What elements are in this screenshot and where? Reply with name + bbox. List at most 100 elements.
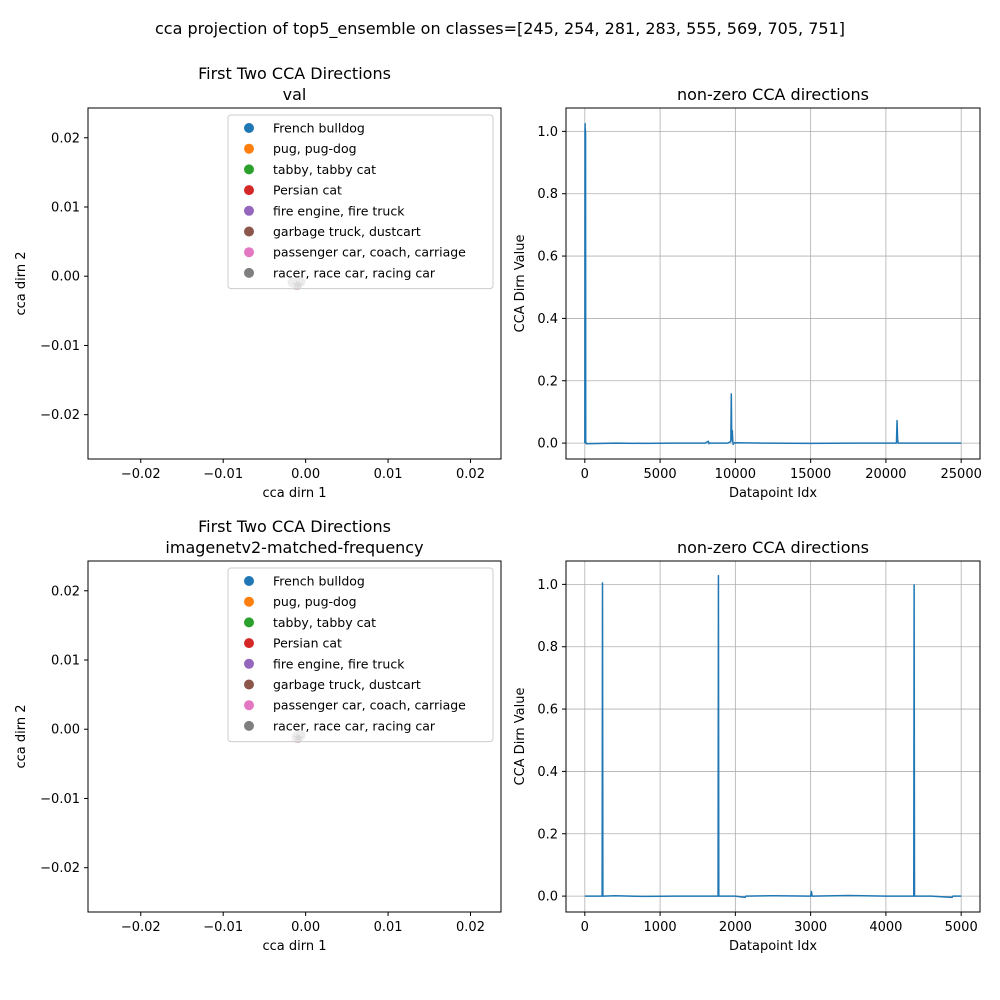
y-axis-label: CCA Dirn Value bbox=[513, 688, 528, 786]
legend-marker bbox=[244, 143, 254, 154]
y-tick-label: 0.4 bbox=[537, 312, 558, 327]
legend-marker bbox=[244, 164, 254, 175]
x-tick-label: 5000 bbox=[945, 920, 978, 935]
chart-subtitle: val bbox=[283, 85, 307, 104]
legend-marker bbox=[244, 185, 254, 196]
y-axis-label: cca dirn 2 bbox=[14, 704, 29, 768]
legend-box bbox=[227, 567, 494, 743]
axes-frame bbox=[87, 107, 502, 460]
chart-title: First Two CCA Directions bbox=[198, 517, 391, 536]
legend-label: French bulldog bbox=[273, 574, 365, 589]
chart-subtitle: imagenetv2-matched-frequency bbox=[165, 538, 423, 557]
legend-label: tabby, tabby cat bbox=[273, 615, 376, 630]
y-tick-label: 0.6 bbox=[537, 250, 558, 265]
x-tick-label: 3000 bbox=[794, 920, 827, 935]
legend-label: French bulldog bbox=[273, 121, 365, 136]
y-tick-label: 0.8 bbox=[537, 187, 558, 202]
legend-marker bbox=[244, 638, 254, 649]
y-tick-label: 0.00 bbox=[51, 270, 80, 285]
legend-marker bbox=[244, 226, 254, 237]
y-tick-label: 0.01 bbox=[51, 201, 80, 216]
legend-label: fire engine, fire truck bbox=[273, 203, 405, 218]
legend-marker bbox=[244, 205, 254, 216]
chart-title: non-zero CCA directions bbox=[677, 538, 869, 557]
panel-scatter-val: ★★−0.02−0.010.000.010.02−0.02−0.010.000.… bbox=[14, 64, 502, 501]
axes-frame bbox=[87, 560, 502, 913]
x-tick-label: −0.01 bbox=[203, 467, 243, 482]
panel-scatter-imagenetv2: ★★−0.02−0.010.000.010.02−0.02−0.010.000.… bbox=[14, 517, 502, 954]
legend-label: garbage truck, dustcart bbox=[273, 224, 421, 239]
legend-marker bbox=[244, 617, 254, 628]
legend-label: pug, pug-dog bbox=[273, 594, 357, 609]
x-axis-label: Datapoint Idx bbox=[729, 939, 817, 954]
y-tick-label: 0.4 bbox=[537, 765, 558, 780]
figure-suptitle: cca projection of top5_ensemble on class… bbox=[155, 19, 845, 39]
panel-cca-directions-val: 0 5000 10000 15000 20000 25000 0.0 0.2 0.4 0.6 0.8… bbox=[513, 85, 982, 501]
x-axis-label: cca dirn 1 bbox=[262, 486, 326, 501]
legend-label: pug, pug-dog bbox=[273, 141, 357, 156]
legend-marker bbox=[244, 658, 254, 669]
legend-marker bbox=[244, 247, 254, 258]
legend-label: Persian cat bbox=[273, 636, 342, 651]
legend-marker bbox=[244, 720, 254, 731]
x-tick-label: 0.00 bbox=[291, 467, 320, 482]
y-tick-label: 0.02 bbox=[51, 584, 80, 599]
x-tick-label: 10000 bbox=[715, 467, 756, 482]
axes-frame bbox=[565, 560, 981, 913]
legend-marker bbox=[244, 679, 254, 690]
y-axis-label: cca dirn 2 bbox=[14, 251, 29, 315]
x-tick-label: −0.02 bbox=[121, 467, 161, 482]
legend-label: passenger car, coach, carriage bbox=[273, 698, 466, 713]
x-tick-label: 5000 bbox=[644, 467, 677, 482]
legend-marker bbox=[244, 596, 254, 607]
plot-area bbox=[584, 122, 962, 446]
legend-label: tabby, tabby cat bbox=[273, 162, 376, 177]
chart-title: First Two CCA Directions bbox=[198, 64, 391, 83]
x-tick-label: −0.01 bbox=[203, 920, 243, 935]
y-tick-label: 0.2 bbox=[537, 374, 558, 389]
x-tick-label: 4000 bbox=[869, 920, 902, 935]
legend-label: racer, race car, racing car bbox=[273, 265, 436, 280]
y-tick-label: 0.2 bbox=[537, 827, 558, 842]
legend-label: passenger car, coach, carriage bbox=[273, 245, 466, 260]
x-tick-label: 20000 bbox=[865, 467, 906, 482]
x-axis-label: cca dirn 1 bbox=[262, 939, 326, 954]
y-tick-label: −0.02 bbox=[40, 408, 80, 423]
x-tick-label: 1000 bbox=[644, 920, 677, 935]
y-tick-label: 1.0 bbox=[537, 578, 558, 593]
legend-box bbox=[227, 114, 494, 290]
y-tick-label: 0.0 bbox=[537, 437, 558, 452]
y-tick-label: 1.0 bbox=[537, 125, 558, 140]
y-tick-label: 0.0 bbox=[537, 890, 558, 905]
legend: French bulldog pug, pug-dog tabby, tabby c… bbox=[227, 567, 494, 743]
y-tick-label: −0.02 bbox=[40, 861, 80, 876]
y-tick-label: 0.01 bbox=[51, 654, 80, 669]
chart-title: non-zero CCA directions bbox=[677, 85, 869, 104]
panel-cca-directions-imagenetv2: 0 1000 2000 3000 4000 5000 0.0 0.2 0.4 0.6 0.8 1.0 D… bbox=[513, 538, 981, 954]
x-tick-label: 0.02 bbox=[456, 467, 485, 482]
legend-label: racer, race car, racing car bbox=[273, 718, 436, 733]
x-tick-label: 2000 bbox=[719, 920, 752, 935]
y-tick-label: −0.01 bbox=[40, 792, 80, 807]
x-tick-label: 0 bbox=[581, 467, 589, 482]
y-tick-label: 0.02 bbox=[51, 131, 80, 146]
legend-label: Persian cat bbox=[273, 183, 342, 198]
legend-marker bbox=[244, 576, 254, 586]
series-line bbox=[584, 122, 962, 446]
legend: French bulldog pug, pug-dog tabby, tabby c… bbox=[227, 114, 494, 290]
x-tick-label: 0.01 bbox=[374, 920, 403, 935]
series-line bbox=[584, 574, 962, 899]
x-tick-label: 0.00 bbox=[291, 920, 320, 935]
x-tick-label: 25000 bbox=[941, 467, 982, 482]
y-tick-label: 0.6 bbox=[537, 703, 558, 718]
legend-label: garbage truck, dustcart bbox=[273, 677, 421, 692]
x-tick-label: −0.02 bbox=[121, 920, 161, 935]
legend-label: fire engine, fire truck bbox=[273, 656, 405, 671]
legend-marker bbox=[244, 700, 254, 711]
axes-frame bbox=[565, 107, 981, 460]
plot-area bbox=[584, 574, 962, 899]
y-tick-label: −0.01 bbox=[40, 339, 80, 354]
x-tick-label: 0 bbox=[581, 920, 589, 935]
y-tick-label: 0.00 bbox=[51, 723, 80, 738]
